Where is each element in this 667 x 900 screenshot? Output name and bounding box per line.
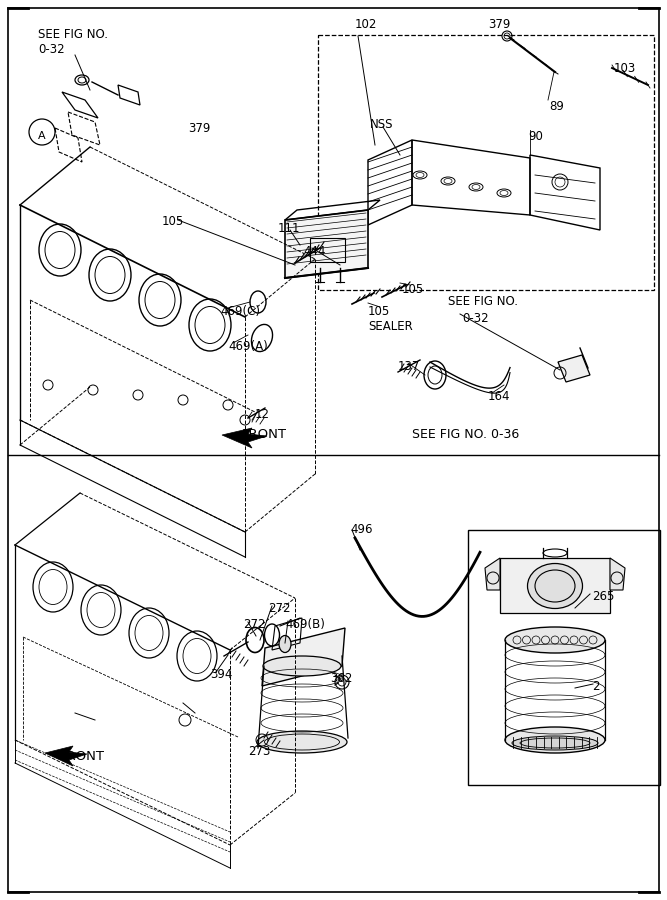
Polygon shape — [285, 210, 368, 278]
Polygon shape — [262, 628, 345, 686]
Text: SEALER: SEALER — [368, 320, 413, 333]
Text: NSS: NSS — [370, 118, 394, 131]
Polygon shape — [485, 558, 500, 590]
Text: 469(B): 469(B) — [285, 618, 325, 631]
Text: 0-32: 0-32 — [38, 43, 65, 56]
Text: 103: 103 — [614, 62, 636, 75]
Ellipse shape — [528, 563, 582, 608]
Text: SEE FIG NO.: SEE FIG NO. — [448, 295, 518, 308]
Bar — [318, 35, 654, 290]
Text: FRONT: FRONT — [60, 750, 105, 763]
Polygon shape — [610, 558, 625, 590]
Text: 12: 12 — [255, 408, 270, 421]
Text: 496: 496 — [350, 523, 372, 536]
Text: 111: 111 — [278, 222, 301, 235]
Ellipse shape — [257, 731, 347, 753]
Text: SEE FIG NO. 0-36: SEE FIG NO. 0-36 — [412, 428, 519, 441]
Text: 272: 272 — [243, 618, 265, 631]
Text: 265: 265 — [592, 590, 614, 603]
Text: 90: 90 — [528, 130, 543, 143]
Bar — [468, 530, 660, 785]
Ellipse shape — [505, 727, 605, 753]
Text: 137: 137 — [398, 360, 420, 373]
Text: 105: 105 — [368, 305, 390, 318]
Text: 0-32: 0-32 — [462, 312, 489, 325]
Text: 102: 102 — [355, 18, 378, 31]
Text: 105: 105 — [402, 283, 424, 296]
Text: 272: 272 — [268, 602, 291, 615]
Polygon shape — [558, 355, 590, 382]
Text: 394: 394 — [210, 668, 232, 681]
Text: 444: 444 — [303, 245, 325, 258]
Text: 89: 89 — [549, 100, 564, 113]
Text: FRONT: FRONT — [242, 428, 287, 441]
Text: SEE FIG NO.: SEE FIG NO. — [38, 28, 108, 41]
Text: 469(C): 469(C) — [220, 305, 260, 318]
Text: 105: 105 — [162, 215, 184, 228]
Polygon shape — [222, 428, 267, 448]
Text: 273: 273 — [248, 745, 270, 758]
Ellipse shape — [505, 627, 605, 653]
Text: A: A — [38, 131, 45, 141]
Text: 379: 379 — [488, 18, 510, 31]
Text: 362: 362 — [330, 672, 352, 685]
Text: 2: 2 — [592, 680, 600, 693]
Ellipse shape — [263, 656, 341, 676]
Ellipse shape — [512, 736, 598, 750]
Text: 164: 164 — [488, 390, 510, 403]
Text: 469(A): 469(A) — [228, 340, 267, 353]
Polygon shape — [500, 558, 610, 613]
Ellipse shape — [279, 635, 291, 652]
Polygon shape — [45, 746, 87, 766]
Text: 379: 379 — [188, 122, 210, 135]
Bar — [310, 238, 345, 262]
